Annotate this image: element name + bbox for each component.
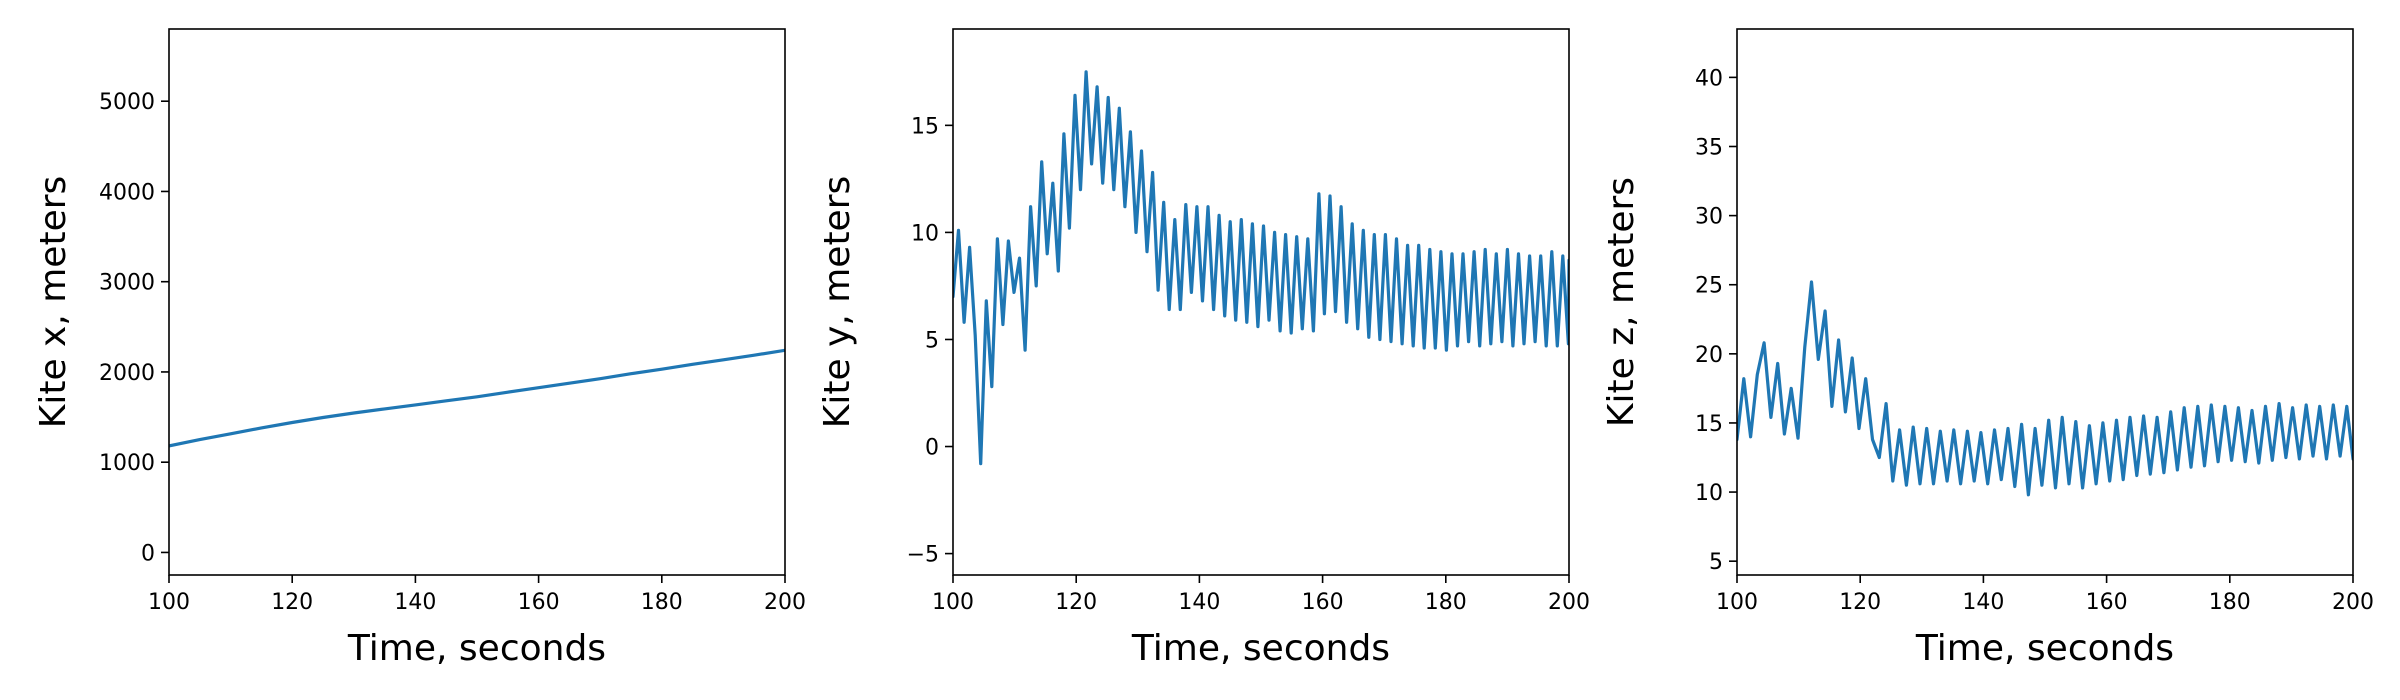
kite-x-plot-frame [168, 28, 786, 576]
kite-z-x-tick-label: 200 [2332, 590, 2374, 615]
kite-x-y-axis-label: Kite x, meters [33, 176, 74, 429]
kite-x-x-tick-label: 120 [271, 590, 313, 615]
kite-y-y-tick-label: 0 [925, 436, 939, 461]
kite-x-y-tick-label: 0 [141, 541, 155, 566]
kite-z-y-tick-label: 15 [1695, 412, 1723, 437]
kite-x-x-axis-label: Time, seconds [347, 628, 606, 669]
kite-x-panel: 100 120 140 160 180 200010002000300040005000T… [33, 28, 806, 669]
kite-y-x-tick-label: 180 [1425, 590, 1467, 615]
kite-z-plot-frame [1736, 28, 2354, 576]
kite-y-x-axis-label: Time, seconds [1131, 628, 1390, 669]
kite-z-x-axis-label: Time, seconds [1915, 628, 2174, 669]
kite-x-y-tick-label: 3000 [99, 271, 155, 296]
kite-x-y-tick-label: 2000 [99, 361, 155, 386]
kite-z-x-tick-label: 160 [2086, 590, 2128, 615]
kite-x-x-tick-label: 160 [518, 590, 560, 615]
kite-z-series-line [1737, 280, 2353, 497]
kite-y-x-tick-label: 140 [1178, 590, 1220, 615]
kite-x-x-tick-label: 100 [148, 590, 190, 615]
kite-z-y-tick-label: 35 [1695, 135, 1723, 160]
kite-y-x-tick-label: 100 [932, 590, 974, 615]
kite-y-x-tick-label: 200 [1548, 590, 1590, 615]
kite-x-y-tick-label: 1000 [99, 451, 155, 476]
kite-x-x-tick-label: 200 [764, 590, 806, 615]
kite-y-x-tick-label: 120 [1055, 590, 1097, 615]
kite-z-x-tick-label: 100 [1716, 590, 1758, 615]
kite-z-y-tick-label: 30 [1695, 205, 1723, 230]
kite-y-y-tick-label: 10 [911, 221, 939, 246]
kite-y-plot-frame [952, 28, 1570, 576]
kite-z-x-tick-label: 140 [1962, 590, 2004, 615]
kite-y-x-tick-label: 160 [1302, 590, 1344, 615]
kite-z-y-tick-label: 10 [1695, 481, 1723, 506]
kite-y-series-line [953, 70, 1569, 466]
kite-y-y-tick-label: −5 [907, 543, 939, 568]
kite-z-y-tick-label: 40 [1695, 66, 1723, 91]
kite-z-y-tick-label: 20 [1695, 343, 1723, 368]
kite-x-y-tick-label: 4000 [99, 180, 155, 205]
kite-z-y-tick-label: 5 [1709, 550, 1723, 575]
kite-y-panel: 100 120 140 160 180 200 −5 0 5 10 15 Time, seconds K… [817, 28, 1590, 669]
kite-y-y-tick-label: 5 [925, 328, 939, 353]
kite-x-x-tick-label: 180 [641, 590, 683, 615]
kite-x-y-tick-label: 5000 [99, 90, 155, 115]
kite-x-series-line [169, 348, 785, 448]
kite-y-y-axis-label: Kite y, meters [817, 176, 858, 429]
kite-z-y-tick-label: 25 [1695, 274, 1723, 299]
kite-y-y-tick-label: 15 [911, 114, 939, 139]
kite-x-x-tick-label: 140 [394, 590, 436, 615]
kite-z-x-tick-label: 120 [1839, 590, 1881, 615]
kite-z-y-axis-label: Kite z, meters [1601, 177, 1642, 427]
kite-z-panel: 100 120 140 160 180 200 5 10 15 20 25 30 35 40 Time, s… [1601, 28, 2374, 669]
kite-z-x-tick-label: 180 [2209, 590, 2251, 615]
